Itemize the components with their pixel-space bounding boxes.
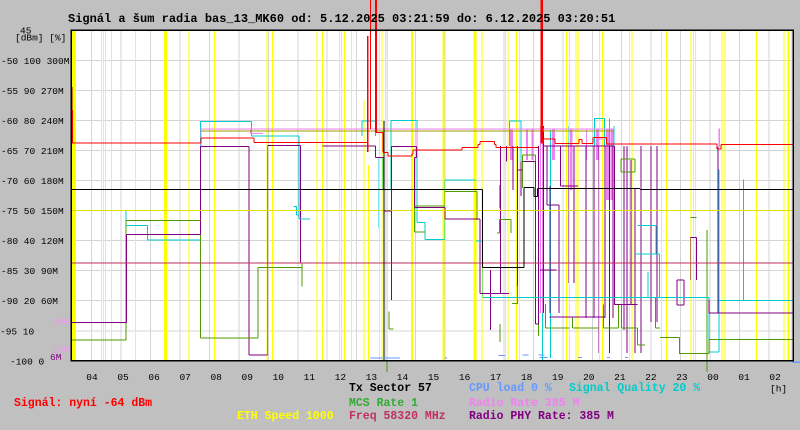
svg-text:Signal Quality 20 %: Signal Quality 20 %: [569, 382, 700, 395]
svg-text:-100 0: -100 0: [10, 356, 45, 367]
svg-text:22: 22: [645, 372, 657, 383]
svg-text:[dBm] [%]: [dBm] [%]: [15, 33, 66, 44]
svg-text:MCS Rate 1: MCS Rate 1: [349, 397, 418, 410]
svg-text:-50 100 300M: -50 100 300M: [1, 56, 70, 67]
svg-text:11: 11: [304, 372, 316, 383]
svg-text:ETH Speed 1000: ETH Speed 1000: [237, 410, 334, 423]
svg-text:Radio PHY Rate: 385 M: Radio PHY Rate: 385 M: [469, 410, 614, 423]
svg-text:13M: 13M: [52, 345, 69, 356]
svg-text:45: 45: [20, 26, 32, 37]
svg-text:6M: 6M: [50, 352, 62, 363]
svg-text:08: 08: [210, 372, 222, 383]
svg-text:18: 18: [521, 372, 533, 383]
svg-text:17: 17: [490, 372, 501, 383]
svg-text:00: 00: [707, 372, 719, 383]
svg-text:13: 13: [366, 372, 378, 383]
svg-text:Radio Rate 385 M: Radio Rate 385 M: [469, 397, 580, 410]
svg-text:-60 80 240M: -60 80 240M: [1, 116, 64, 127]
svg-text:Signál: nyní -64 dBm: Signál: nyní -64 dBm: [14, 397, 152, 410]
svg-text:-90 20 60M: -90 20 60M: [1, 296, 58, 307]
svg-text:-80 40 120M: -80 40 120M: [1, 236, 64, 247]
svg-text:Signál a šum radia bas_13_MK60: Signál a šum radia bas_13_MK60 od: 5.12.…: [68, 12, 615, 26]
svg-text:Freq 58320 MHz: Freq 58320 MHz: [349, 410, 446, 423]
svg-text:21: 21: [614, 372, 626, 383]
svg-text:Tx Sector 57: Tx Sector 57: [349, 382, 432, 395]
svg-text:19: 19: [552, 372, 564, 383]
svg-text:12: 12: [335, 372, 347, 383]
svg-text:09: 09: [242, 372, 254, 383]
svg-text:16: 16: [459, 372, 471, 383]
svg-text:39M: 39M: [52, 317, 69, 328]
svg-text:10: 10: [273, 372, 285, 383]
svg-text:01: 01: [738, 372, 750, 383]
svg-text:05: 05: [117, 372, 129, 383]
svg-text:-75 50 150M: -75 50 150M: [1, 206, 64, 217]
svg-text:02: 02: [769, 372, 781, 383]
svg-text:07: 07: [179, 372, 190, 383]
svg-text:14: 14: [397, 372, 409, 383]
svg-text:06: 06: [148, 372, 160, 383]
svg-text:-85 30 90M: -85 30 90M: [1, 266, 58, 277]
svg-text:20: 20: [583, 372, 595, 383]
svg-text:04: 04: [86, 372, 98, 383]
svg-text:-70 60 180M: -70 60 180M: [1, 176, 64, 187]
svg-text:-55 90 270M: -55 90 270M: [1, 86, 64, 97]
svg-text:15: 15: [428, 372, 440, 383]
svg-text:[h]: [h]: [770, 384, 787, 395]
svg-text:-65 70 210M: -65 70 210M: [1, 146, 64, 157]
svg-text:CPU load 0 %: CPU load 0 %: [469, 382, 552, 395]
svg-text:-95 10: -95 10: [0, 326, 35, 337]
svg-text:23: 23: [676, 372, 688, 383]
